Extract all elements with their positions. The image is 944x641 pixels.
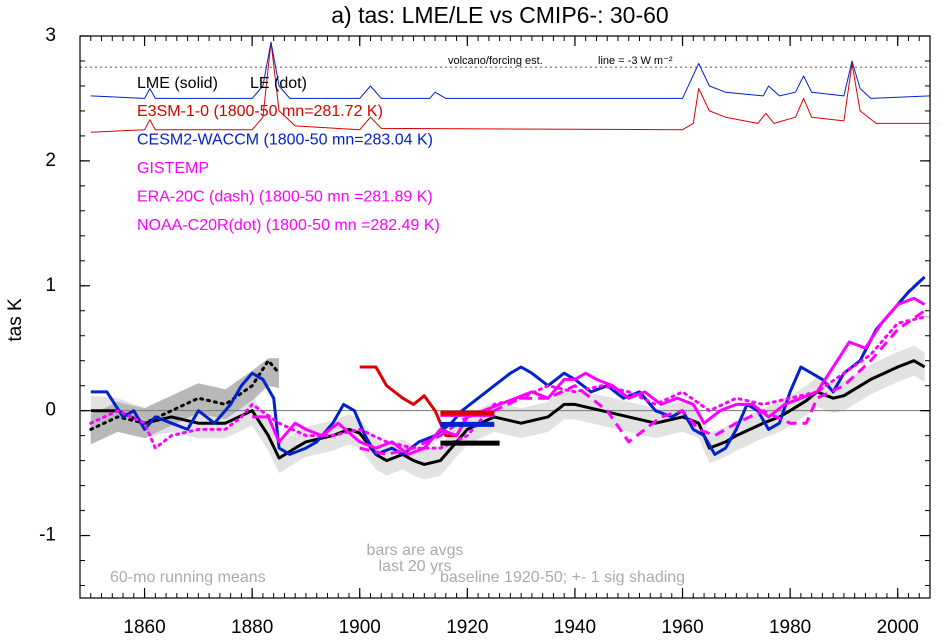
annotation: bars are avgs	[367, 542, 464, 559]
x-tick-label: 1880	[231, 617, 273, 638]
annotation: baseline 1920-50; +- 1 sig shading	[440, 569, 685, 586]
legend-header: LE (dot)	[250, 75, 307, 92]
y-axis-label: tas K	[5, 298, 26, 342]
y-tick-label: 0	[45, 400, 56, 421]
y-tick-label: 3	[45, 25, 56, 46]
series-line	[89, 359, 281, 431]
legend-entry: GISTEMP	[137, 160, 209, 177]
x-tick-label: 1940	[554, 617, 596, 638]
annotation: last 20 yrs	[379, 558, 452, 575]
legend-entry: ERA-20C (dash) (1800-50 mn =281.89 K)	[137, 189, 433, 206]
x-tick-label: 1960	[661, 617, 703, 638]
legend-entry: CESM2-WACCM (1800-50 mn=283.04 K)	[137, 132, 433, 149]
x-tick-label: 1920	[446, 617, 488, 638]
series-line	[90, 41, 930, 133]
annotation: 60-mo running means	[110, 569, 266, 586]
y-tick-label: 1	[45, 275, 56, 296]
series-line	[90, 41, 931, 99]
x-tick-label: 1860	[123, 617, 165, 638]
series-line	[90, 359, 926, 466]
y-tick-label: -1	[39, 525, 56, 546]
x-tick-label: 2000	[877, 617, 919, 638]
annotation: line = -3 W m⁻²	[598, 55, 673, 67]
legend-entry: NOAA-C20R(dot) (1800-50 mn =282.49 K)	[137, 217, 440, 234]
series-line	[89, 315, 927, 450]
x-tick-label: 1900	[339, 617, 381, 638]
plot-frame	[79, 35, 931, 599]
chart-title: a) tas: LME/LE vs CMIP6-: 30-60	[331, 2, 668, 28]
series-line	[90, 275, 926, 456]
y-tick-label: 2	[45, 150, 56, 171]
legend-entry: E3SM-1-0 (1800-50 mn=281.72 K)	[137, 103, 383, 120]
series-line	[252, 296, 926, 456]
series-line	[359, 309, 926, 456]
x-tick-label: 1980	[769, 617, 811, 638]
annotation: volcano/forcing est.	[448, 55, 543, 67]
series-line	[359, 365, 469, 438]
legend-header: LME (solid)	[137, 75, 218, 92]
